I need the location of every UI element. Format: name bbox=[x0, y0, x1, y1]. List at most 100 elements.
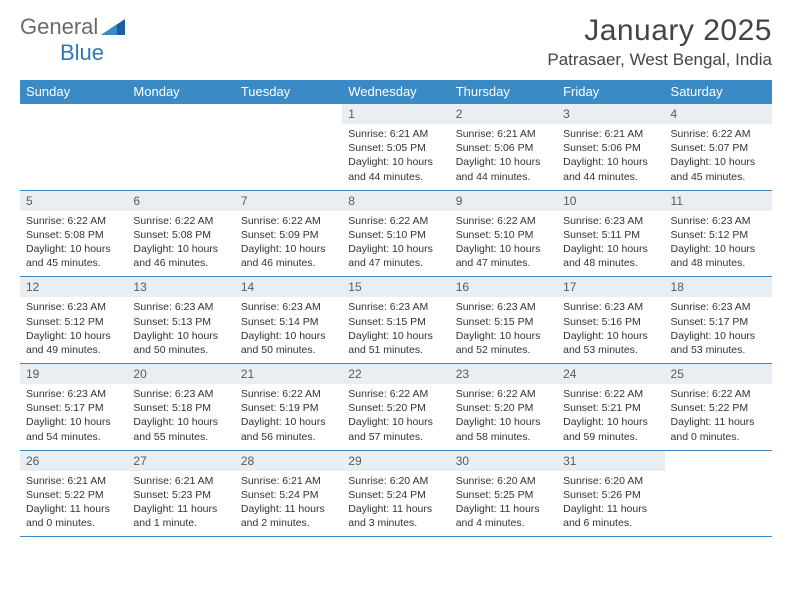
day-cell: 19Sunrise: 6:23 AMSunset: 5:17 PMDayligh… bbox=[20, 364, 127, 451]
dow-header: Tuesday bbox=[235, 80, 342, 104]
sunrise-line: Sunrise: 6:21 AM bbox=[241, 474, 336, 488]
sunrise-line: Sunrise: 6:21 AM bbox=[456, 127, 551, 141]
logo-text-general: General bbox=[20, 14, 98, 40]
sunset-line: Sunset: 5:14 PM bbox=[241, 315, 336, 329]
daylight-line: Daylight: 10 hours and 55 minutes. bbox=[133, 415, 228, 443]
dow-header: Saturday bbox=[665, 80, 772, 104]
day-number: 9 bbox=[450, 191, 557, 211]
day-number: 28 bbox=[235, 451, 342, 471]
day-number: 17 bbox=[557, 277, 664, 297]
sunrise-line: Sunrise: 6:23 AM bbox=[133, 387, 228, 401]
day-cell: 5Sunrise: 6:22 AMSunset: 5:08 PMDaylight… bbox=[20, 190, 127, 277]
sunset-line: Sunset: 5:24 PM bbox=[348, 488, 443, 502]
day-cell: 26Sunrise: 6:21 AMSunset: 5:22 PMDayligh… bbox=[20, 450, 127, 537]
calendar-week-row: 1Sunrise: 6:21 AMSunset: 5:05 PMDaylight… bbox=[20, 104, 772, 191]
empty-day-cell bbox=[20, 104, 127, 191]
sunset-line: Sunset: 5:16 PM bbox=[563, 315, 658, 329]
calendar-week-row: 19Sunrise: 6:23 AMSunset: 5:17 PMDayligh… bbox=[20, 364, 772, 451]
day-info: Sunrise: 6:23 AMSunset: 5:16 PMDaylight:… bbox=[557, 297, 664, 363]
day-cell: 21Sunrise: 6:22 AMSunset: 5:19 PMDayligh… bbox=[235, 364, 342, 451]
day-cell: 27Sunrise: 6:21 AMSunset: 5:23 PMDayligh… bbox=[127, 450, 234, 537]
sunset-line: Sunset: 5:09 PM bbox=[241, 228, 336, 242]
sunrise-line: Sunrise: 6:20 AM bbox=[563, 474, 658, 488]
logo-text-blue: Blue bbox=[60, 40, 104, 66]
month-title: January 2025 bbox=[547, 14, 772, 48]
day-info: Sunrise: 6:21 AMSunset: 5:24 PMDaylight:… bbox=[235, 471, 342, 537]
day-number: 30 bbox=[450, 451, 557, 471]
day-cell: 7Sunrise: 6:22 AMSunset: 5:09 PMDaylight… bbox=[235, 190, 342, 277]
sunset-line: Sunset: 5:17 PM bbox=[26, 401, 121, 415]
dow-header: Wednesday bbox=[342, 80, 449, 104]
daylight-line: Daylight: 10 hours and 53 minutes. bbox=[671, 329, 766, 357]
daylight-line: Daylight: 10 hours and 45 minutes. bbox=[671, 155, 766, 183]
sunset-line: Sunset: 5:05 PM bbox=[348, 141, 443, 155]
day-info: Sunrise: 6:23 AMSunset: 5:14 PMDaylight:… bbox=[235, 297, 342, 363]
day-info: Sunrise: 6:20 AMSunset: 5:26 PMDaylight:… bbox=[557, 471, 664, 537]
day-number: 26 bbox=[20, 451, 127, 471]
daylight-line: Daylight: 10 hours and 49 minutes. bbox=[26, 329, 121, 357]
daylight-line: Daylight: 11 hours and 6 minutes. bbox=[563, 502, 658, 530]
day-info: Sunrise: 6:21 AMSunset: 5:06 PMDaylight:… bbox=[557, 124, 664, 190]
dow-header: Sunday bbox=[20, 80, 127, 104]
day-number: 21 bbox=[235, 364, 342, 384]
daylight-line: Daylight: 10 hours and 50 minutes. bbox=[241, 329, 336, 357]
sunset-line: Sunset: 5:22 PM bbox=[671, 401, 766, 415]
sunset-line: Sunset: 5:08 PM bbox=[133, 228, 228, 242]
sunset-line: Sunset: 5:20 PM bbox=[456, 401, 551, 415]
day-info: Sunrise: 6:21 AMSunset: 5:23 PMDaylight:… bbox=[127, 471, 234, 537]
sunset-line: Sunset: 5:11 PM bbox=[563, 228, 658, 242]
sunrise-line: Sunrise: 6:23 AM bbox=[456, 300, 551, 314]
day-cell: 3Sunrise: 6:21 AMSunset: 5:06 PMDaylight… bbox=[557, 104, 664, 191]
day-cell: 30Sunrise: 6:20 AMSunset: 5:25 PMDayligh… bbox=[450, 450, 557, 537]
day-cell: 25 Sunrise: 6:22 AMSunset: 5:22 PMDayligh… bbox=[665, 364, 772, 451]
dow-header: Monday bbox=[127, 80, 234, 104]
logo: General bbox=[20, 14, 104, 40]
calendar-week-row: 5Sunrise: 6:22 AMSunset: 5:08 PMDaylight… bbox=[20, 190, 772, 277]
daylight-line: Daylight: 10 hours and 44 minutes. bbox=[456, 155, 551, 183]
day-info: Sunrise: 6:21 AMSunset: 5:06 PMDaylight:… bbox=[450, 124, 557, 190]
day-cell: 12Sunrise: 6:23 AMSunset: 5:12 PMDayligh… bbox=[20, 277, 127, 364]
sunset-line: Sunset: 5:06 PM bbox=[563, 141, 658, 155]
sunset-line: Sunset: 5:13 PM bbox=[133, 315, 228, 329]
daylight-line: Daylight: 11 hours and 3 minutes. bbox=[348, 502, 443, 530]
day-info: Sunrise: 6:20 AMSunset: 5:24 PMDaylight:… bbox=[342, 471, 449, 537]
day-cell: 31Sunrise: 6:20 AMSunset: 5:26 PMDayligh… bbox=[557, 450, 664, 537]
daylight-line: Daylight: 11 hours and 4 minutes. bbox=[456, 502, 551, 530]
daylight-line: Daylight: 10 hours and 53 minutes. bbox=[563, 329, 658, 357]
day-info: Sunrise: 6:23 AMSunset: 5:13 PMDaylight:… bbox=[127, 297, 234, 363]
daylight-line: Daylight: 11 hours and 0 minutes. bbox=[671, 415, 766, 443]
sunset-line: Sunset: 5:12 PM bbox=[671, 228, 766, 242]
day-number: 12 bbox=[20, 277, 127, 297]
sunrise-line: Sunrise: 6:22 AM bbox=[671, 387, 766, 401]
day-cell: 20Sunrise: 6:23 AMSunset: 5:18 PMDayligh… bbox=[127, 364, 234, 451]
day-cell: 13Sunrise: 6:23 AMSunset: 5:13 PMDayligh… bbox=[127, 277, 234, 364]
day-number: 11 bbox=[665, 191, 772, 211]
day-number: 25 bbox=[665, 364, 772, 384]
empty-day-cell bbox=[665, 450, 772, 537]
calendar-week-row: 26Sunrise: 6:21 AMSunset: 5:22 PMDayligh… bbox=[20, 450, 772, 537]
sunrise-line: Sunrise: 6:23 AM bbox=[563, 214, 658, 228]
sunset-line: Sunset: 5:12 PM bbox=[26, 315, 121, 329]
dow-header: Friday bbox=[557, 80, 664, 104]
sunset-line: Sunset: 5:25 PM bbox=[456, 488, 551, 502]
sunrise-line: Sunrise: 6:22 AM bbox=[133, 214, 228, 228]
day-info: Sunrise: 6:22 AMSunset: 5:08 PMDaylight:… bbox=[127, 211, 234, 277]
day-number: 29 bbox=[342, 451, 449, 471]
day-cell: 1Sunrise: 6:21 AMSunset: 5:05 PMDaylight… bbox=[342, 104, 449, 191]
daylight-line: Daylight: 10 hours and 46 minutes. bbox=[133, 242, 228, 270]
daylight-line: Daylight: 10 hours and 47 minutes. bbox=[348, 242, 443, 270]
daylight-line: Daylight: 10 hours and 48 minutes. bbox=[563, 242, 658, 270]
sunrise-line: Sunrise: 6:23 AM bbox=[133, 300, 228, 314]
day-cell: 15Sunrise: 6:23 AMSunset: 5:15 PMDayligh… bbox=[342, 277, 449, 364]
logo-triangle-icon bbox=[101, 17, 127, 37]
day-cell: 6Sunrise: 6:22 AMSunset: 5:08 PMDaylight… bbox=[127, 190, 234, 277]
daylight-line: Daylight: 11 hours and 1 minute. bbox=[133, 502, 228, 530]
sunset-line: Sunset: 5:15 PM bbox=[456, 315, 551, 329]
day-info: Sunrise: 6:23 AMSunset: 5:15 PMDaylight:… bbox=[450, 297, 557, 363]
day-info: Sunrise: 6:23 AMSunset: 5:11 PMDaylight:… bbox=[557, 211, 664, 277]
day-info: Sunrise: 6:20 AMSunset: 5:25 PMDaylight:… bbox=[450, 471, 557, 537]
day-number: 13 bbox=[127, 277, 234, 297]
calendar-week-row: 12Sunrise: 6:23 AMSunset: 5:12 PMDayligh… bbox=[20, 277, 772, 364]
sunset-line: Sunset: 5:06 PM bbox=[456, 141, 551, 155]
sunset-line: Sunset: 5:20 PM bbox=[348, 401, 443, 415]
